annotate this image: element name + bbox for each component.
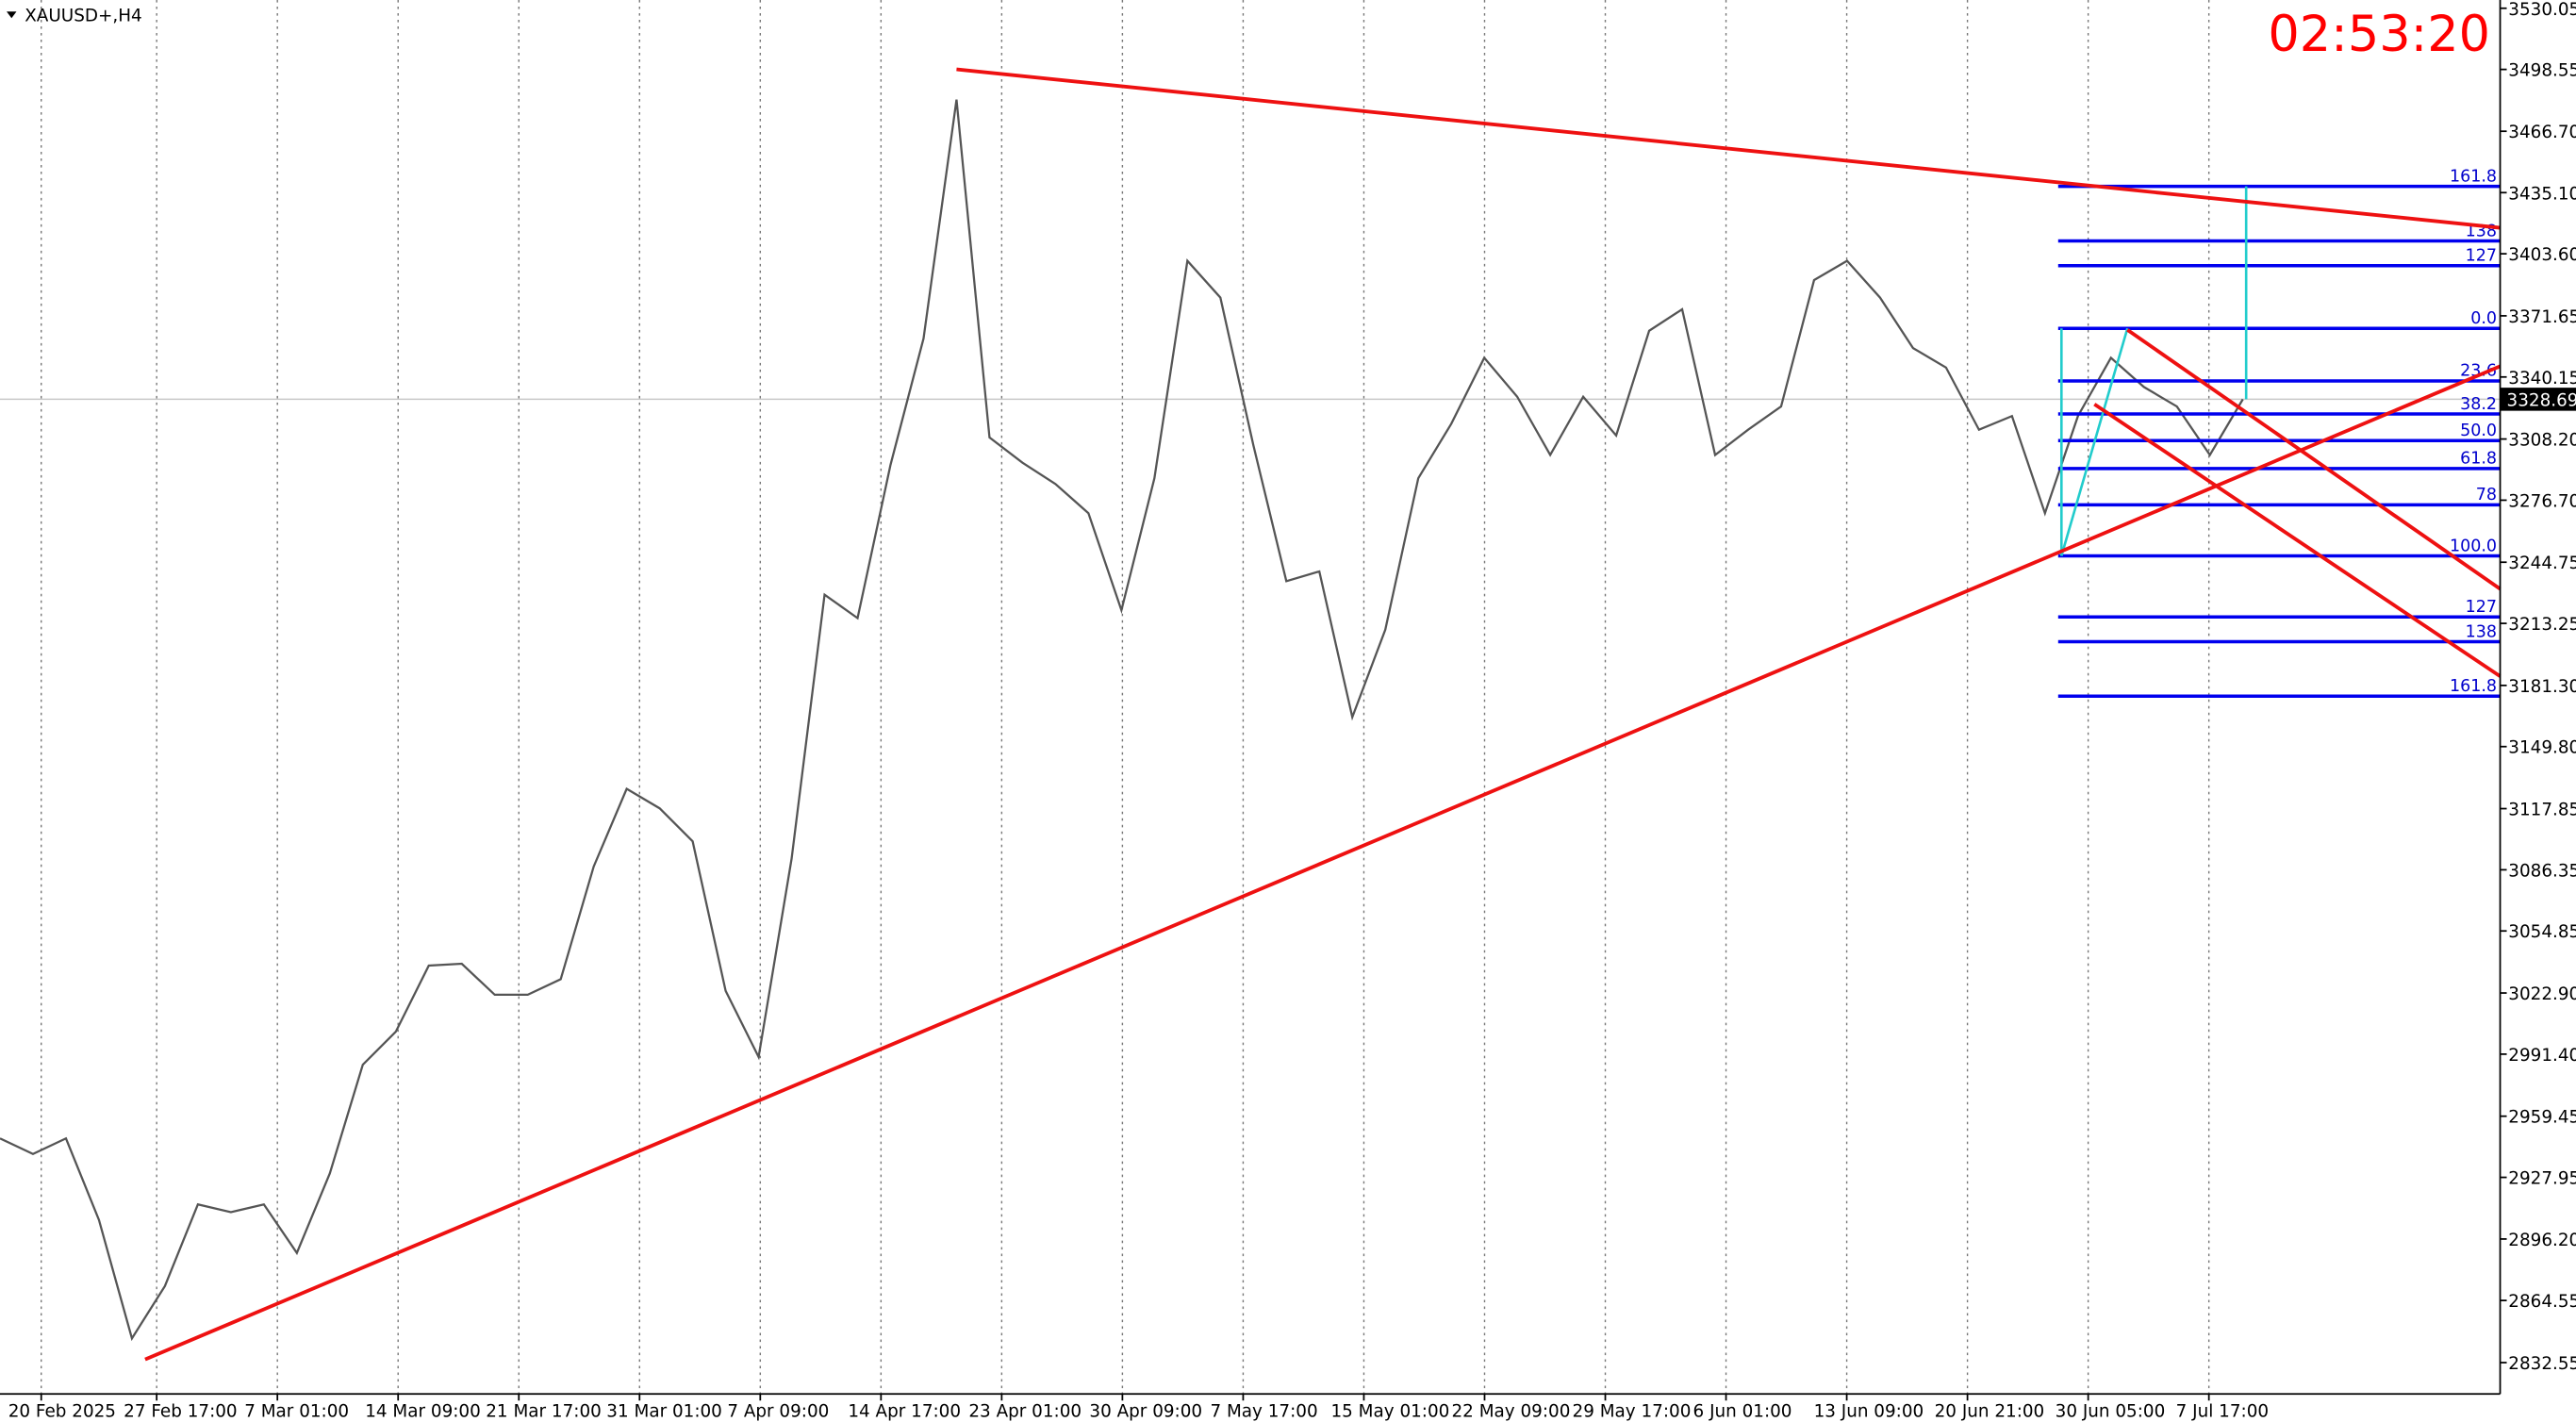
plot: 161.8 138 127 0.0 23.6 38.2 50.0 61.8 78 100.0 127… — [0, 67, 2502, 1362]
x-tick-label: 7 Apr 09:00 — [727, 1402, 829, 1422]
trendline — [2093, 403, 2502, 678]
y-tick-label: 3498.55 — [2508, 61, 2576, 81]
y-tick-label: 2832.55 — [2508, 1354, 2576, 1374]
x-tick-label: 7 May 17:00 — [1210, 1402, 1317, 1422]
x-tick-label: 30 Apr 09:00 — [1089, 1402, 1202, 1422]
y-tick-label: 3530.05 — [2508, 0, 2576, 20]
y-tick-label: 3117.85 — [2508, 801, 2576, 820]
x-tick-label: 20 Jun 21:00 — [1935, 1402, 2045, 1422]
y-tick-label: 2896.20 — [2508, 1231, 2576, 1250]
y-tick-label: 3022.90 — [2508, 984, 2576, 1004]
x-tick-label: 20 Feb 2025 — [8, 1402, 116, 1422]
x-tick-label: 22 May 09:00 — [1452, 1402, 1571, 1422]
price-line — [0, 99, 2244, 1342]
trendline — [956, 67, 2501, 230]
y-tick-label: 3181.30 — [2508, 677, 2576, 697]
x-tick-label: 15 May 01:00 — [1330, 1402, 1449, 1422]
x-tick-label: 27 Feb 17:00 — [124, 1402, 237, 1422]
fib-label: 78 — [2476, 486, 2497, 504]
y-tick-label: 3086.35 — [2508, 861, 2576, 881]
x-tick-label: 7 Jul 17:00 — [2176, 1402, 2269, 1422]
fib-label: 23.6 — [2460, 362, 2497, 381]
price-tag-label: 3328.69 — [2507, 390, 2576, 410]
fib-label: 127 — [2466, 598, 2497, 617]
y-tick-label: 3340.15 — [2508, 369, 2576, 389]
x-tick-label: 14 Apr 17:00 — [848, 1402, 961, 1422]
y-tick-label: 2864.55 — [2508, 1292, 2576, 1312]
x-tick-label: 7 Mar 01:00 — [244, 1402, 349, 1422]
y-tick-label: 3213.25 — [2508, 615, 2576, 635]
fib-label: 161.8 — [2450, 677, 2497, 696]
x-tick-label: 31 Mar 01:00 — [606, 1402, 722, 1422]
price-tag — [2500, 388, 2576, 411]
timer: 02:53:20 — [2268, 6, 2490, 63]
x-tick-label: 14 Mar 09:00 — [365, 1402, 481, 1422]
x-tick-label: 23 Apr 01:00 — [968, 1402, 1082, 1422]
trendline — [144, 364, 2502, 1362]
y-tick-label: 3149.80 — [2508, 738, 2576, 758]
y-tick-label: 2927.95 — [2508, 1169, 2576, 1189]
fib-label: 50.0 — [2460, 422, 2497, 440]
fib-diagonal — [2060, 327, 2129, 556]
fib-label: 0.0 — [2470, 309, 2497, 328]
fib-label: 38.2 — [2460, 395, 2497, 414]
y-tick-label: 3244.75 — [2508, 554, 2576, 573]
fib-label: 100.0 — [2450, 537, 2497, 555]
y-tick-label: 3466.70 — [2508, 123, 2576, 142]
x-tick-label: 6 Jun 01:00 — [1693, 1402, 1792, 1422]
x-tick-label: 29 May 17:00 — [1573, 1402, 1692, 1422]
y-tick-label: 3308.20 — [2508, 431, 2576, 451]
y-tick-label: 3435.10 — [2508, 184, 2576, 204]
fib-label: 138 — [2466, 622, 2497, 641]
y-tick-label: 2959.45 — [2508, 1108, 2576, 1128]
y-tick-label: 3403.60 — [2508, 245, 2576, 265]
menu-arrow[interactable] — [6, 11, 17, 19]
symbol-label: XAUUSD+,H4 — [25, 7, 142, 26]
x-tick-label: 30 Jun 05:00 — [2056, 1402, 2166, 1422]
y-tick-label: 3276.70 — [2508, 491, 2576, 511]
grid — [41, 0, 2210, 1395]
trendline — [2126, 328, 2502, 591]
y-tick-label: 3054.85 — [2508, 922, 2576, 942]
x-tick-label: 21 Mar 17:00 — [486, 1402, 602, 1422]
y-tick-label: 3371.65 — [2508, 307, 2576, 327]
x-tick-label: 13 Jun 09:00 — [1814, 1402, 1924, 1422]
fib-label: 161.8 — [2450, 167, 2497, 186]
fib-label: 127 — [2466, 246, 2497, 265]
fib-label: 61.8 — [2460, 450, 2497, 469]
y-tick-label: 2991.40 — [2508, 1046, 2576, 1066]
